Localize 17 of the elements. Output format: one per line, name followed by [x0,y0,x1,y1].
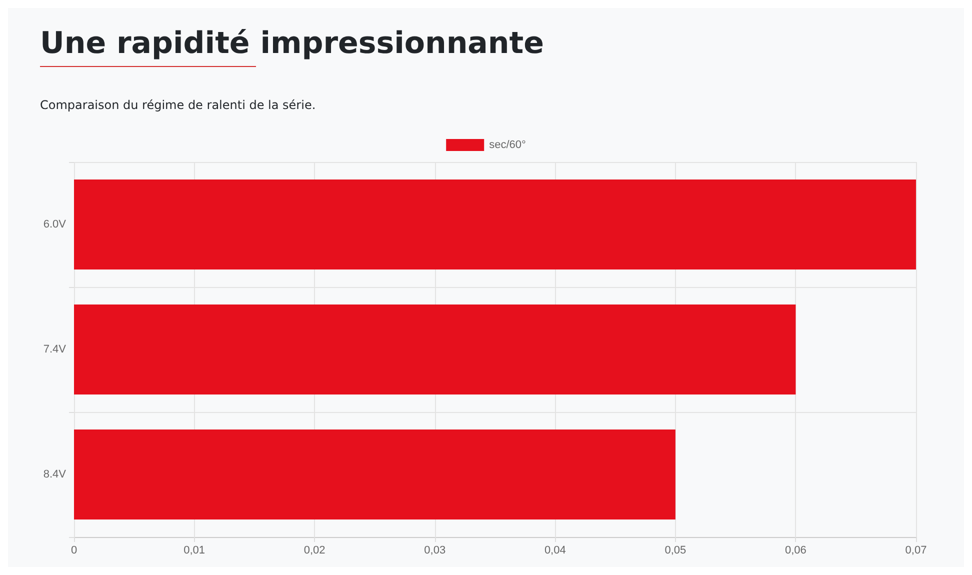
legend-label: sec/60° [489,139,526,151]
y-tick-label: 6.0V [43,218,67,230]
x-tick-label: 0,07 [905,544,927,556]
y-tick-label: 7.4V [43,344,67,356]
x-tick-label: 0,06 [785,544,806,556]
chart-subtitle: Comparaison du régime de ralenti de la série. [40,98,316,112]
x-tick-label: 0,04 [544,544,566,556]
bar [74,304,796,394]
x-tick-label: 0,01 [184,544,205,556]
x-tick-label: 0,05 [664,544,686,556]
bar [74,430,676,520]
x-tick-label: 0,02 [304,544,326,556]
y-tick-label: 8.4V [43,468,67,480]
x-tick-label: 0,03 [424,544,446,556]
chart-title: Une rapidité impressionnante [40,26,544,61]
x-tick-label: 0 [70,544,78,556]
bar [74,180,916,270]
